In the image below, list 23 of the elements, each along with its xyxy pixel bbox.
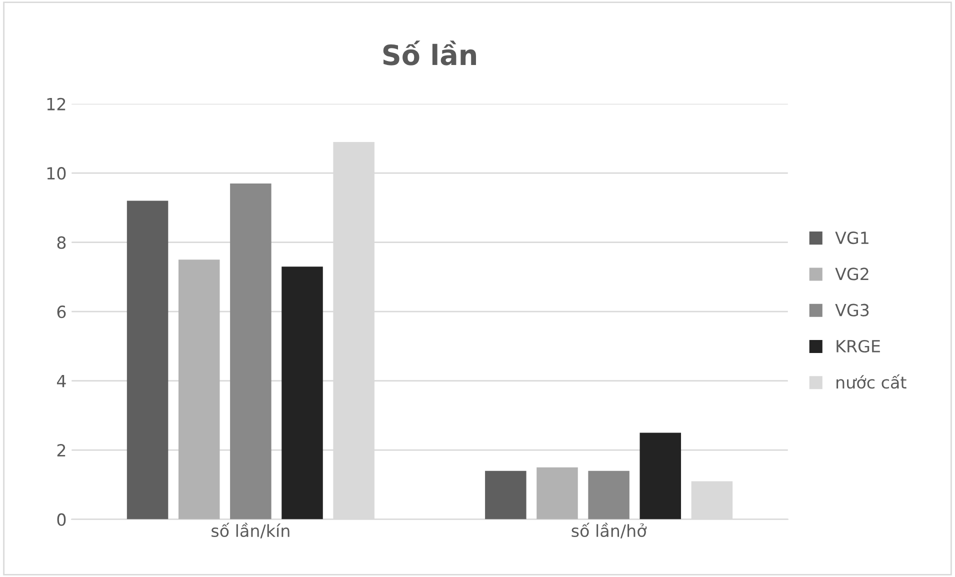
bar — [178, 260, 220, 520]
legend-label: KRGE — [836, 340, 880, 353]
bar — [536, 467, 578, 520]
bar — [230, 183, 272, 520]
bar — [640, 432, 682, 520]
y-tick-label: 0 — [57, 513, 66, 526]
bar — [485, 470, 526, 520]
y-tick-label: 8 — [57, 236, 66, 249]
legend-label: VG1 — [835, 232, 868, 244]
y-tick-label: 12 — [47, 98, 66, 110]
bar — [282, 266, 323, 520]
y-tick-label: 6 — [57, 306, 66, 318]
bar — [126, 200, 168, 520]
legend-label: nước cất — [836, 374, 906, 389]
chart-title: Số lần — [383, 40, 476, 66]
y-tick-label: 10 — [47, 167, 66, 180]
x-tick-label: số lần/kín — [212, 522, 290, 538]
y-tick-label: 2 — [57, 444, 66, 456]
legend-label: VG2 — [835, 268, 868, 280]
legend-label: VG3 — [835, 304, 869, 316]
bar — [588, 470, 630, 520]
y-tick-label: 4 — [56, 375, 66, 388]
x-tick-label: số lần/hở — [572, 522, 647, 538]
